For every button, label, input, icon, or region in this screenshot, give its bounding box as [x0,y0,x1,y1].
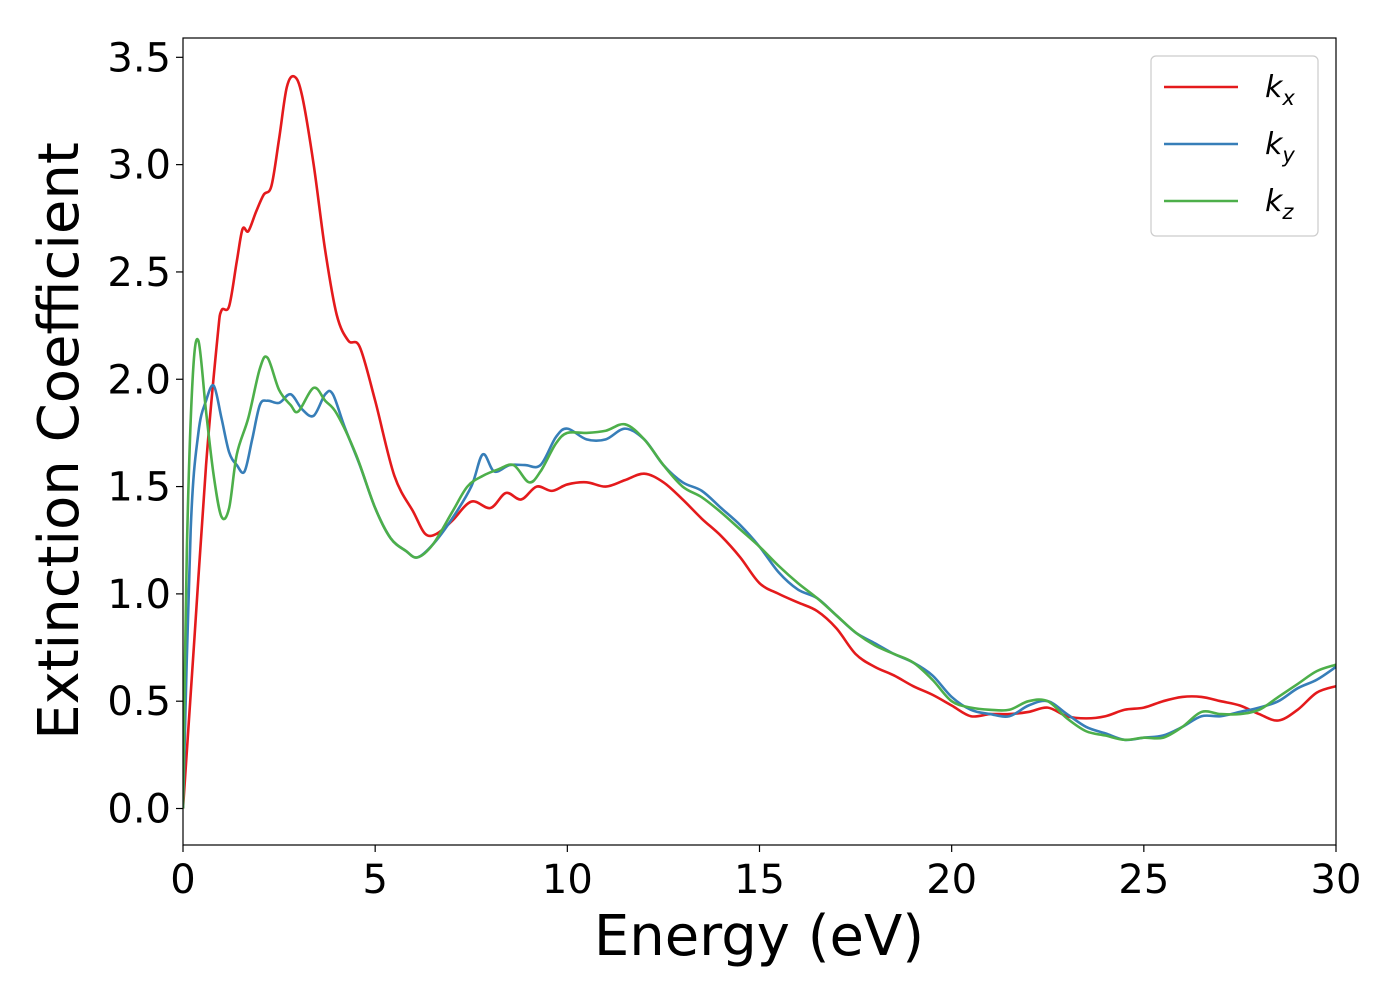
y-tick-label: 3.5 [107,35,171,81]
x-tick-label: 5 [362,857,387,903]
y-axis-title: Extinction Coefficient [27,142,92,740]
y-tick-label: 3.0 [107,143,171,189]
series-line-ky [183,383,1336,809]
ticks-layer: 0 5 10 15 20 25 30 0.0 0.5 1.0 1.5 2.0 2.5 3.0 3.5 [107,35,1361,903]
x-tick-label: 10 [542,857,593,903]
legend-label-kx: kx [1265,70,1295,110]
x-tick-label: 0 [170,857,195,903]
y-tick-label: 0.5 [107,679,171,725]
series-layer [183,74,1336,809]
y-tick-label: 2.0 [107,357,171,403]
y-tick-label: 0.0 [107,787,171,833]
x-tick-label: 15 [734,857,785,903]
legend-label-kz: kz [1265,184,1294,224]
y-tick-label: 2.5 [107,250,171,296]
x-tick-label: 25 [1118,857,1169,903]
legend: kx ky kz [1150,55,1319,237]
x-tick-label: 30 [1311,857,1362,903]
series-line-kx [183,74,1336,809]
y-tick-label: 1.0 [107,572,171,618]
legend-label-ky: ky [1265,127,1295,167]
x-axis-title: Energy (eV) [594,904,924,969]
legend-box [1150,55,1319,237]
y-tick-label: 1.5 [107,465,171,511]
x-tick-label: 20 [926,857,977,903]
series-line-kz [183,338,1336,809]
